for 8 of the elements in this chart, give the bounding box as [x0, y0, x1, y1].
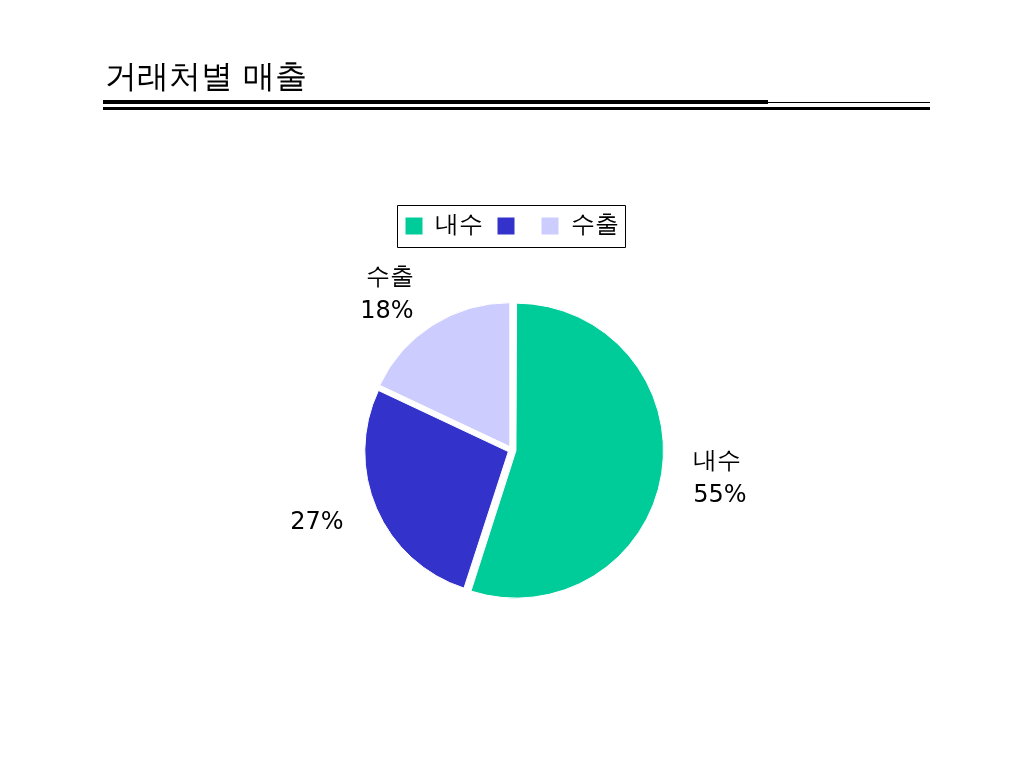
chart-title: 거래처별 매출: [105, 56, 308, 96]
data-label: 27%: [290, 507, 344, 536]
legend-label: 내수: [435, 210, 483, 239]
slice-label: 내수: [693, 445, 742, 474]
legend-label: 수출: [571, 210, 619, 239]
data-label: 55%: [693, 479, 747, 508]
slice-label: 수출: [365, 262, 414, 291]
data-label: 18%: [360, 296, 414, 325]
